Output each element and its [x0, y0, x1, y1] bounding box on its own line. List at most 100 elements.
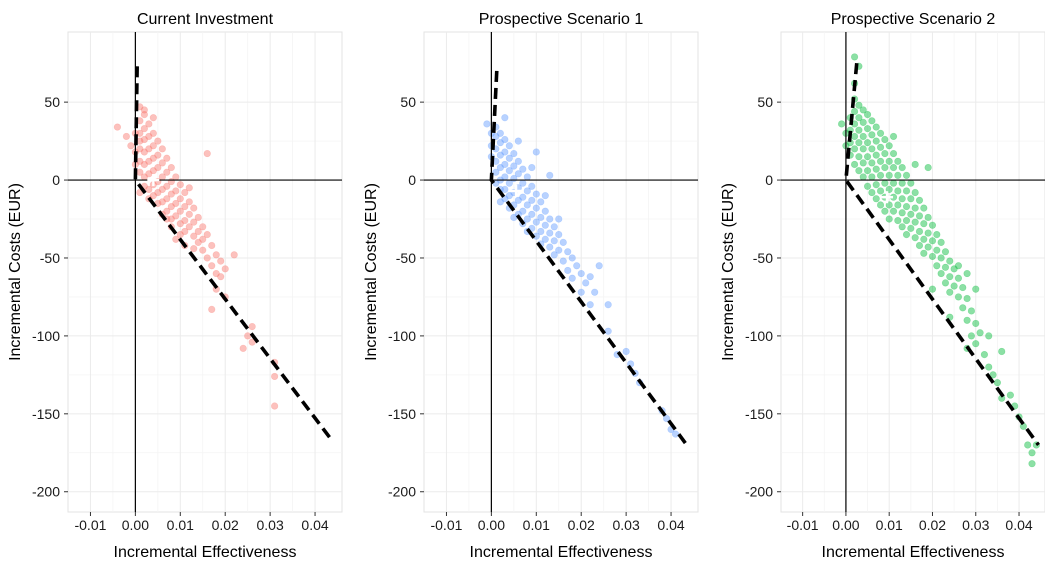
data-point: [902, 171, 911, 179]
data-point: [876, 187, 885, 195]
data-point: [501, 148, 509, 156]
data-point: [496, 139, 504, 147]
data-point: [998, 347, 1006, 356]
data-point: [911, 218, 919, 226]
data-point: [113, 123, 122, 131]
data-point: [190, 218, 198, 226]
x-tick-label: 0.00: [478, 517, 505, 533]
data-point: [167, 190, 175, 198]
data-point: [907, 195, 915, 203]
data-point: [989, 371, 997, 379]
data-point: [902, 202, 911, 211]
data-point: [868, 188, 876, 197]
data-point: [850, 132, 859, 141]
data-point: [532, 148, 540, 156]
data-point: [959, 304, 967, 312]
data-point: [555, 230, 563, 239]
data-point: [167, 215, 175, 223]
data-point: [172, 187, 180, 195]
data-point: [985, 363, 993, 371]
y-axis-label: Incremental Costs (EUR): [7, 183, 24, 361]
y-tick-label: 0: [765, 172, 773, 188]
data-point: [505, 142, 513, 150]
data-point: [889, 163, 898, 172]
data-point: [959, 283, 967, 292]
data-point: [963, 294, 971, 303]
data-point: [872, 195, 880, 203]
y-tick-label: 50: [400, 94, 416, 110]
data-point: [199, 223, 207, 231]
data-point: [907, 179, 915, 187]
data-point: [898, 179, 906, 187]
y-tick-label: 50: [757, 94, 773, 110]
data-point: [501, 114, 509, 122]
data-point: [230, 251, 238, 259]
y-tick-label: -200: [745, 484, 773, 500]
data-point: [604, 327, 612, 335]
data-point: [894, 157, 902, 165]
data-point: [855, 114, 863, 122]
x-tick-label: 0.03: [962, 517, 989, 533]
data-point: [577, 269, 585, 278]
data-point: [194, 238, 202, 246]
x-axis-label: Incremental Effectiveness: [822, 544, 1005, 561]
data-point: [140, 125, 148, 133]
data-point: [898, 163, 906, 172]
data-point: [859, 118, 867, 126]
data-point: [954, 262, 963, 270]
data-point: [496, 198, 504, 206]
data-point: [505, 154, 513, 162]
y-tick-label: -150: [745, 406, 773, 422]
data-point: [885, 171, 893, 179]
data-point: [881, 179, 889, 187]
data-point: [181, 227, 189, 236]
data-point: [541, 235, 549, 243]
data-point: [564, 266, 572, 275]
data-point: [885, 142, 893, 150]
data-point: [894, 171, 902, 179]
data-point: [933, 262, 941, 270]
data-point: [248, 338, 256, 346]
data-point: [855, 167, 863, 175]
data-point: [149, 192, 157, 200]
data-point: [863, 182, 872, 190]
data-point: [928, 221, 937, 229]
x-tick-label: -0.01: [787, 517, 819, 533]
data-point: [889, 207, 898, 215]
data-point: [158, 145, 166, 153]
data-point: [911, 234, 919, 242]
data-point: [559, 238, 567, 246]
data-point: [993, 379, 1001, 387]
y-tick-label: -150: [32, 406, 60, 422]
y-tick-label: -200: [388, 484, 416, 500]
data-point: [149, 142, 157, 150]
data-point: [163, 154, 171, 162]
threshold-dashed-line: [844, 63, 1040, 447]
data-point: [941, 279, 950, 287]
data-point: [885, 157, 893, 165]
data-point: [501, 185, 509, 194]
data-point: [208, 305, 216, 314]
data-point: [855, 139, 863, 147]
data-point: [924, 243, 932, 251]
data-point: [850, 145, 859, 153]
data-point: [859, 106, 867, 114]
data-point: [1006, 391, 1014, 399]
x-tick-label: 0.04: [1005, 517, 1032, 533]
data-point: [868, 145, 876, 153]
chart-title: Current Investment: [137, 11, 274, 28]
data-point: [172, 173, 180, 181]
data-point: [933, 230, 941, 239]
data-point: [559, 257, 567, 265]
data-point: [855, 101, 863, 109]
data-point: [519, 207, 527, 215]
data-point: [876, 157, 885, 165]
data-point: [963, 316, 971, 324]
data-point: [550, 237, 558, 245]
data-point: [505, 192, 513, 200]
data-point: [920, 249, 928, 257]
y-tick-label: -200: [32, 484, 60, 500]
data-point: [501, 160, 509, 169]
data-point: [911, 160, 919, 169]
data-point: [876, 201, 885, 209]
